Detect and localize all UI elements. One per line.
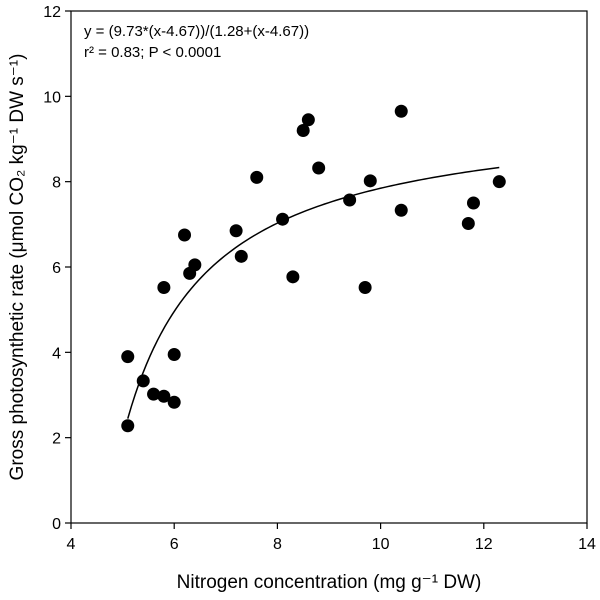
data-point [296, 123, 310, 137]
data-point [394, 104, 408, 118]
data-point [276, 212, 290, 226]
data-point [394, 203, 408, 217]
fit-curve-layer [127, 166, 500, 419]
y-tick-label: 0 [52, 516, 61, 533]
x-axis-title: Nitrogen concentration (mg g⁻¹ DW) [177, 572, 482, 593]
x-tick-label: 10 [372, 536, 390, 553]
data-point [188, 258, 202, 272]
data-point [492, 175, 506, 189]
y-tick-label: 4 [52, 345, 61, 362]
data-point [121, 350, 135, 364]
data-point [461, 216, 475, 230]
y-axis-ticks: 0 2 4 6 8 10 12 [43, 4, 71, 533]
data-point [234, 249, 248, 263]
data-point [136, 374, 150, 388]
x-tick-label: 4 [67, 536, 76, 553]
y-tick-label: 10 [43, 89, 61, 106]
x-tick-label: 12 [475, 536, 493, 553]
data-point [157, 280, 171, 294]
stats-annotation: r² = 0.83; P < 0.0001 [84, 44, 221, 61]
y-tick-label: 12 [43, 4, 61, 21]
data-point [167, 395, 181, 409]
data-point [301, 113, 315, 127]
data-point [358, 280, 372, 294]
data-point [250, 170, 264, 184]
data-point [286, 270, 300, 284]
x-tick-label: 14 [578, 536, 596, 553]
y-tick-label: 6 [52, 260, 61, 277]
x-tick-label: 6 [170, 536, 179, 553]
y-tick-label: 2 [52, 431, 61, 448]
x-axis-ticks: 4 6 8 10 12 14 [67, 523, 596, 553]
data-point [147, 387, 161, 401]
plot-frame [70, 10, 588, 524]
data-point [229, 224, 243, 238]
data-point [312, 161, 326, 175]
data-point [157, 389, 171, 403]
data-point [466, 196, 480, 210]
y-axis-title: Gross photosynthetic rate (μmol CO₂ kg⁻¹… [7, 54, 28, 481]
data-point [363, 174, 377, 188]
data-point [121, 419, 135, 433]
y-tick-label: 8 [52, 175, 61, 192]
data-point [167, 347, 181, 361]
x-tick-label: 8 [273, 536, 282, 553]
data-point [343, 193, 357, 207]
data-point [178, 228, 192, 242]
data-points [121, 104, 506, 433]
equation-annotation: y = (9.73*(x-4.67))/(1.28+(x-4.67)) [84, 23, 309, 40]
fit-curve [127, 166, 500, 419]
